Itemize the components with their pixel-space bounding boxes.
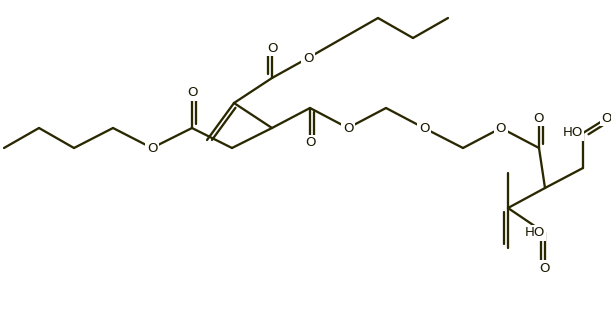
Text: O: O [496, 121, 507, 134]
Text: O: O [267, 41, 277, 55]
Text: O: O [602, 111, 611, 124]
Text: O: O [305, 137, 315, 150]
Text: O: O [534, 111, 544, 124]
Text: O: O [540, 262, 551, 275]
Text: O: O [147, 141, 157, 154]
Text: O: O [187, 87, 197, 99]
Text: HO: HO [525, 226, 545, 239]
Text: O: O [302, 51, 313, 65]
Text: O: O [419, 121, 430, 134]
Text: O: O [343, 121, 353, 134]
Text: HO: HO [563, 127, 583, 140]
